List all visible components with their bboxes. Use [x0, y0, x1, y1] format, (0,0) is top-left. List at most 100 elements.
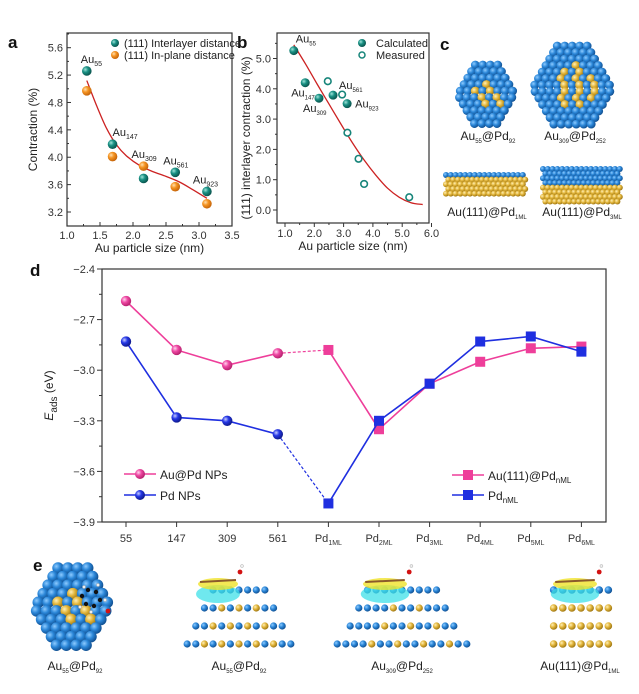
pd-atom	[552, 179, 558, 186]
au-atom	[609, 189, 616, 196]
pd-atom	[616, 166, 623, 172]
pd-atom	[52, 579, 64, 591]
data-point-in-plane	[138, 161, 149, 171]
pd-atom	[538, 100, 547, 109]
au-atom	[519, 190, 526, 197]
au-atom	[576, 189, 582, 196]
side-view-au55-pd92	[183, 586, 295, 648]
pd-atom	[567, 54, 577, 64]
au-atom	[474, 185, 481, 192]
au-atom	[542, 189, 549, 196]
pd-atom	[601, 74, 611, 83]
pd-atom	[70, 639, 82, 652]
pd-atom	[45, 613, 58, 626]
au-atom	[612, 193, 618, 200]
pd-atom	[595, 179, 602, 186]
pd-atom	[545, 100, 555, 109]
pd-atom	[556, 119, 566, 129]
au-atom	[381, 622, 389, 630]
au-atom	[52, 596, 64, 609]
au-atom	[512, 185, 519, 192]
au-atom	[464, 185, 471, 192]
data-point-interlayer	[138, 173, 149, 184]
pd-atom	[497, 80, 506, 89]
pd-atom	[564, 93, 574, 103]
data-point-measured	[354, 154, 363, 163]
pd-atom	[62, 579, 74, 591]
au-atom	[420, 640, 428, 648]
pd-atom	[385, 640, 393, 648]
pd-atom	[457, 172, 464, 178]
pd-atom	[492, 119, 502, 128]
au-atom	[443, 190, 449, 197]
pd-atom	[455, 93, 464, 102]
pd-atom	[35, 613, 48, 626]
data-point-interlayer	[82, 66, 92, 76]
data-point	[323, 498, 334, 509]
pd-atom	[597, 166, 604, 172]
au-atom	[235, 604, 243, 612]
pd-atom	[580, 170, 587, 177]
au-atom	[505, 190, 512, 197]
pd-atom	[595, 170, 602, 177]
au-atom	[573, 184, 580, 191]
pd-atom	[504, 80, 514, 89]
point-label: Au561	[163, 155, 188, 169]
y-axis-label: Contraction (%)	[26, 88, 40, 171]
au-atom	[612, 184, 618, 191]
pd-atom	[486, 172, 493, 178]
au-atom	[471, 190, 478, 197]
pd-atom	[57, 587, 69, 600]
pd-atom	[564, 61, 573, 70]
pd-atom	[355, 622, 363, 630]
au-atom	[586, 622, 594, 630]
pd-atom	[50, 605, 63, 617]
au-atom	[556, 93, 566, 103]
au-atom	[566, 198, 573, 205]
y-axis-label: (111) interlayer contraction (%)	[239, 57, 253, 220]
pd-atom	[588, 166, 594, 172]
au-atom	[470, 86, 480, 96]
pd-atom	[493, 60, 503, 70]
au-atom	[445, 640, 454, 648]
au-atom	[558, 622, 567, 630]
pd-atom	[552, 170, 558, 177]
pd-atom	[470, 73, 480, 83]
pd-atom	[586, 61, 596, 70]
au-atom	[496, 99, 506, 109]
hydrogen-atom	[89, 610, 93, 614]
pd-atom	[40, 622, 53, 634]
au-atom	[483, 185, 490, 192]
pd-atom	[72, 562, 84, 574]
pd-atom	[473, 112, 483, 122]
pd-atom	[485, 73, 495, 83]
data-point	[424, 378, 435, 389]
au-atom	[464, 176, 471, 183]
y-tick-label: 4.8	[48, 97, 63, 109]
pd-atom	[607, 175, 614, 182]
au-atom	[483, 176, 490, 183]
au-atom	[522, 185, 529, 192]
hydrogen-atom	[240, 564, 244, 568]
pd-atom	[261, 640, 269, 648]
pd-atom	[389, 622, 397, 630]
series-line	[327, 345, 582, 431]
pd-atom	[192, 640, 200, 648]
pd-atom	[183, 640, 191, 648]
data-point	[222, 415, 233, 426]
pd-atom	[363, 604, 372, 612]
pd-atom	[499, 93, 509, 102]
pd-atom	[583, 87, 592, 96]
plot-frame	[276, 32, 430, 224]
data-point	[222, 359, 233, 371]
x-tick-label: 2.0	[125, 230, 140, 242]
au-atom	[559, 184, 566, 191]
pd-atom	[560, 41, 570, 51]
pd-atom	[47, 570, 59, 583]
pd-atom	[90, 622, 102, 634]
pd-atom	[467, 80, 476, 89]
au-atom	[588, 193, 594, 200]
x-tick-label: Pd5ML	[517, 533, 544, 547]
legend-marker	[358, 39, 366, 47]
pd-atom	[567, 80, 577, 90]
